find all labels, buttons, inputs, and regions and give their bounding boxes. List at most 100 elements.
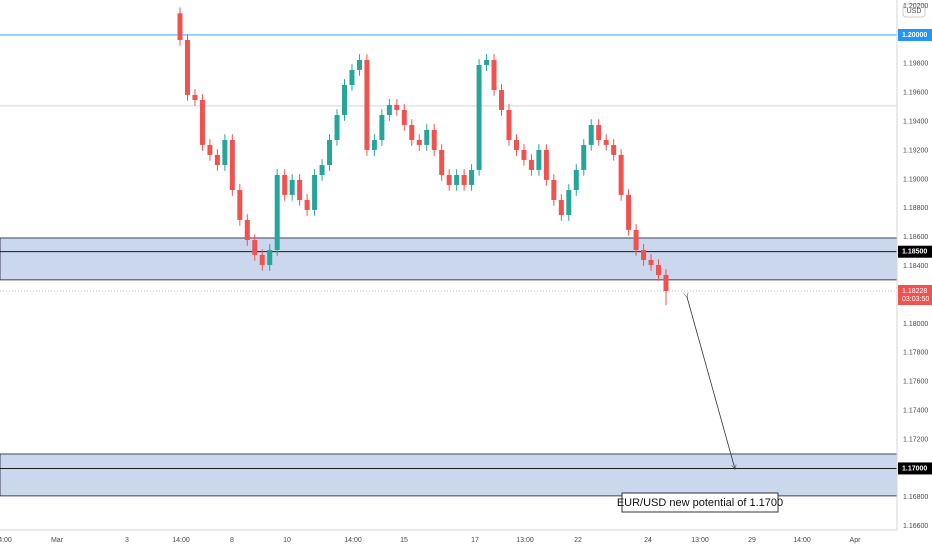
candle-body xyxy=(312,174,318,210)
candle-body xyxy=(304,199,310,210)
level-label: 1.18500 xyxy=(902,249,927,256)
candle-body xyxy=(648,259,654,265)
candle-body xyxy=(439,149,445,175)
candle-body xyxy=(327,140,333,166)
y-tick-label: 1.19800 xyxy=(903,61,928,68)
x-tick-label: 4:00 xyxy=(0,537,12,544)
y-tick-label: 1.16600 xyxy=(903,523,928,530)
candle-body xyxy=(349,69,355,85)
plot-area xyxy=(0,7,898,497)
candle-body xyxy=(416,140,422,145)
candle-body xyxy=(364,59,370,150)
candle-body xyxy=(611,144,617,155)
x-tick-label: 14:00 xyxy=(344,537,362,544)
candle-body xyxy=(521,149,527,160)
candle-body xyxy=(596,124,602,141)
x-tick-label: 8 xyxy=(230,537,234,544)
y-tick-label: 1.19000 xyxy=(903,176,928,183)
x-tick-label: 13:00 xyxy=(516,537,534,544)
candle-body xyxy=(192,94,198,100)
countdown-label: 03:03:50 xyxy=(902,296,929,303)
candle-body xyxy=(237,190,243,220)
level-tag xyxy=(898,462,932,475)
candle-body xyxy=(401,109,407,125)
level-tag xyxy=(898,28,932,41)
y-tick-label: 1.19600 xyxy=(903,90,928,97)
candle-body xyxy=(588,124,594,145)
candle-body xyxy=(461,174,467,185)
level-label: 1.20000 xyxy=(902,32,927,39)
candle-body xyxy=(297,179,303,200)
candle-body xyxy=(528,159,534,170)
candle-body xyxy=(371,140,377,150)
candle-body xyxy=(267,249,273,265)
candle-body xyxy=(641,249,647,260)
candle-body xyxy=(566,190,572,216)
candle-body xyxy=(282,174,288,195)
candle-body xyxy=(252,240,258,255)
x-tick-label: 10 xyxy=(283,537,291,544)
candle-body xyxy=(543,149,549,180)
candle-body xyxy=(334,115,340,141)
y-tick-label: 1.17200 xyxy=(903,436,928,443)
candle-body xyxy=(199,99,205,145)
candle-body xyxy=(626,194,632,230)
candle-body xyxy=(618,154,624,195)
candle-body xyxy=(379,115,385,141)
candle-body xyxy=(229,140,235,191)
candle-body xyxy=(409,124,415,141)
candle-body xyxy=(177,13,183,41)
x-tick-label: 24 xyxy=(644,537,652,544)
level-label: 1.17000 xyxy=(902,465,927,472)
candle-body xyxy=(663,274,669,292)
y-tick-label: 1.18600 xyxy=(903,234,928,241)
level-tag xyxy=(898,245,932,258)
x-tick-label: 29 xyxy=(748,537,756,544)
y-tick-label: 1.18400 xyxy=(903,263,928,270)
x-tick-label: 15 xyxy=(400,537,408,544)
price-tag xyxy=(898,285,932,306)
candle-body xyxy=(499,90,505,110)
zone xyxy=(0,237,898,281)
candle-body xyxy=(476,65,482,170)
x-tick-label: 3 xyxy=(125,537,129,544)
y-tick-label: 1.20200 xyxy=(903,3,928,10)
annotation: EUR/USD new potential of 1.1700 xyxy=(617,497,783,509)
candle-body xyxy=(207,144,213,155)
y-tick-label: 1.18000 xyxy=(903,321,928,328)
candle-body xyxy=(484,59,490,66)
y-tick-label: 1.16800 xyxy=(903,494,928,501)
candle-body xyxy=(394,104,400,110)
x-tick-label: 17 xyxy=(471,537,479,544)
y-tick-label: 1.18800 xyxy=(903,205,928,212)
y-tick-label: 1.17600 xyxy=(903,379,928,386)
y-tick-label: 1.17800 xyxy=(903,350,928,357)
candle-body xyxy=(573,169,579,191)
candle-body xyxy=(289,179,295,195)
candle-body xyxy=(558,199,564,216)
projection-arrow xyxy=(687,297,735,469)
candle-body xyxy=(259,254,265,265)
x-tick-label: 14:00 xyxy=(172,537,190,544)
candle-body xyxy=(431,129,437,150)
candle-body xyxy=(341,84,347,116)
candle-body xyxy=(491,59,497,91)
candle-body xyxy=(214,154,220,166)
y-tick-label: 1.17400 xyxy=(903,407,928,414)
currency-badge[interactable] xyxy=(902,3,926,18)
candle-body xyxy=(222,140,228,166)
candle-body xyxy=(424,129,430,145)
candle-body xyxy=(656,265,662,275)
zone xyxy=(0,453,898,497)
x-tick-label: Apr xyxy=(850,537,862,544)
candle-body xyxy=(581,144,587,170)
candle-body xyxy=(513,140,519,150)
candle-body xyxy=(184,40,190,95)
x-tick-label: 13:00 xyxy=(691,537,709,544)
candle-body xyxy=(274,174,280,250)
candle-body xyxy=(446,174,452,185)
y-tick-label: 1.19200 xyxy=(903,147,928,154)
